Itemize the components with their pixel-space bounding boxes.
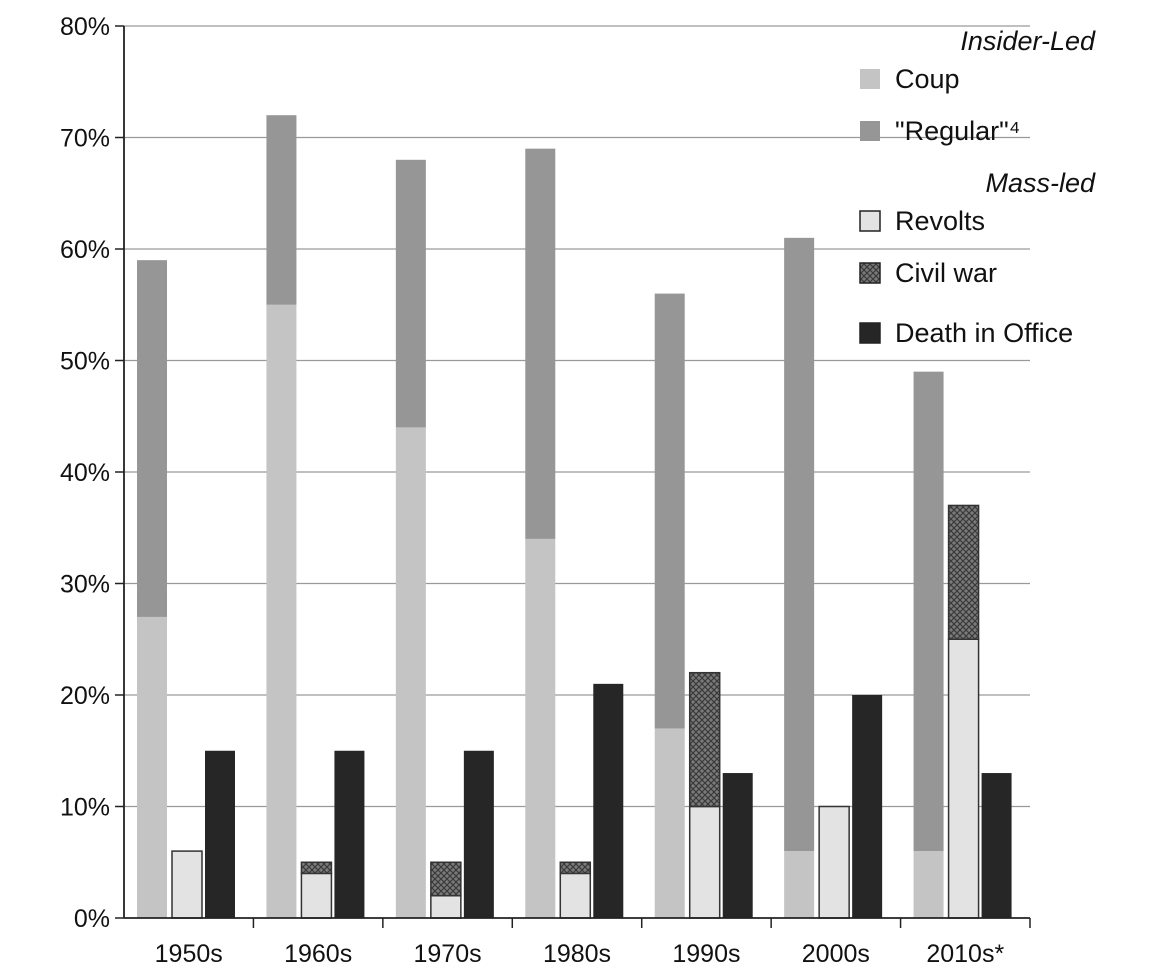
bar-revolts [947,638,980,919]
x-tick-label: 1970s [414,940,482,968]
legend-swatch-death [859,322,881,344]
bar-coup [784,851,815,918]
bar-civil-war [947,504,980,641]
bar-coup [137,616,167,918]
x-tick-label: 1950s [155,940,223,968]
x-tick-label: 2010s* [926,940,1004,968]
bar-civil-war [430,861,462,897]
bar-revolts [688,805,721,919]
bar-regular [525,148,556,539]
bar-regular [395,159,426,428]
x-tick-label: 1990s [672,940,740,968]
legend-heading: Insider-Led [960,26,1096,56]
legend-swatch-coup [860,69,880,89]
legend-label-civil-war: Civil war [895,258,997,288]
bar-revolts [818,805,850,919]
bar-revolts [430,894,462,919]
legend-swatch-civil-war [859,262,881,284]
bar-coup [654,728,685,918]
axes [123,26,1030,919]
legend-swatch-regular [860,121,880,141]
y-tick-label: 60% [60,236,110,264]
legend-label-regular: "Regular"⁴ [895,116,1020,146]
bar-civil-war [300,861,333,875]
y-tick-label: 10% [60,794,110,822]
bar-coup [913,851,944,918]
x-tick-label: 2000s [802,940,870,968]
bar-regular [266,115,297,305]
bar-coup [395,427,426,918]
bar-revolts [300,872,333,919]
bar-civil-war [559,861,592,875]
y-axis-ticks: 0% 10% 20% 30% 40% 50% 60% 70% 80% [60,13,124,933]
bars [137,115,1012,919]
bar-death [852,695,883,918]
y-tick-label: 50% [60,348,110,376]
bar-regular [654,293,685,729]
y-tick-label: 0% [74,905,110,933]
bar-death [722,773,753,918]
legend-swatch-revolts [859,210,881,232]
bar-death [981,773,1012,918]
bar-regular [913,371,944,852]
bar-revolts [559,872,592,919]
x-axis-ticks: 1950s 1960s 1970s 1980s 1990s 2000s 2010s* [155,918,1031,968]
bar-revolts [171,850,203,919]
y-tick-label: 40% [60,459,110,487]
bar-death [334,750,365,918]
bar-death [463,750,494,918]
y-tick-label: 70% [60,125,110,153]
y-tick-label: 30% [60,571,110,599]
bar-civil-war [688,671,721,808]
legend-label-revolts: Revolts [895,206,985,236]
bar-coup [525,538,556,918]
bar-death [205,750,235,918]
x-tick-label: 1980s [543,940,611,968]
legend-label-coup: Coup [895,64,960,94]
x-tick-label: 1960s [284,940,352,968]
bar-regular [137,260,167,617]
bar-regular [784,237,815,852]
legend-heading: Mass-led [985,168,1096,198]
legend-label-death: Death in Office [895,318,1073,348]
y-tick-label: 80% [60,13,110,41]
y-tick-label: 20% [60,682,110,710]
bar-coup [266,304,297,918]
bar-death [593,683,624,918]
